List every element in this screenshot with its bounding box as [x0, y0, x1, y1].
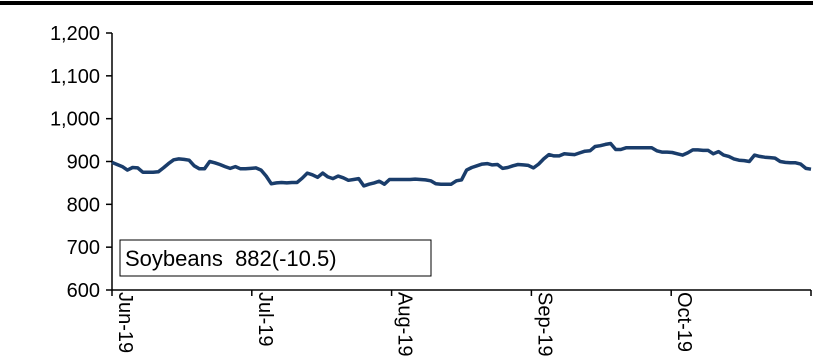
y-tick-label: 1,200: [50, 23, 100, 45]
x-tick-label: Aug-19: [394, 292, 416, 357]
annotation-label: Soybeans 882(-10.5): [125, 246, 337, 271]
y-tick-label: 800: [67, 194, 100, 216]
y-tick-label: 1,000: [50, 109, 100, 131]
series-layer: [111, 141, 812, 188]
y-tick-label: 700: [67, 237, 100, 259]
y-axis: 600 700 800 900 1,000 1,100 1,200: [50, 23, 113, 302]
x-tick-label: Oct-19: [673, 292, 695, 352]
x-tick-label: Jul-19: [254, 292, 276, 346]
x-tick-label: Jun-19: [114, 292, 136, 353]
x-tick-label: Sep-19: [533, 292, 555, 357]
y-tick-label: 900: [67, 152, 100, 174]
y-tick-label: 600: [67, 280, 100, 302]
annotation-frame: [119, 239, 432, 277]
y-tick-label: 1,100: [50, 66, 100, 88]
series-line-soybeans: [111, 141, 812, 188]
annotation-box: Soybeans 882(-10.5): [119, 239, 432, 277]
